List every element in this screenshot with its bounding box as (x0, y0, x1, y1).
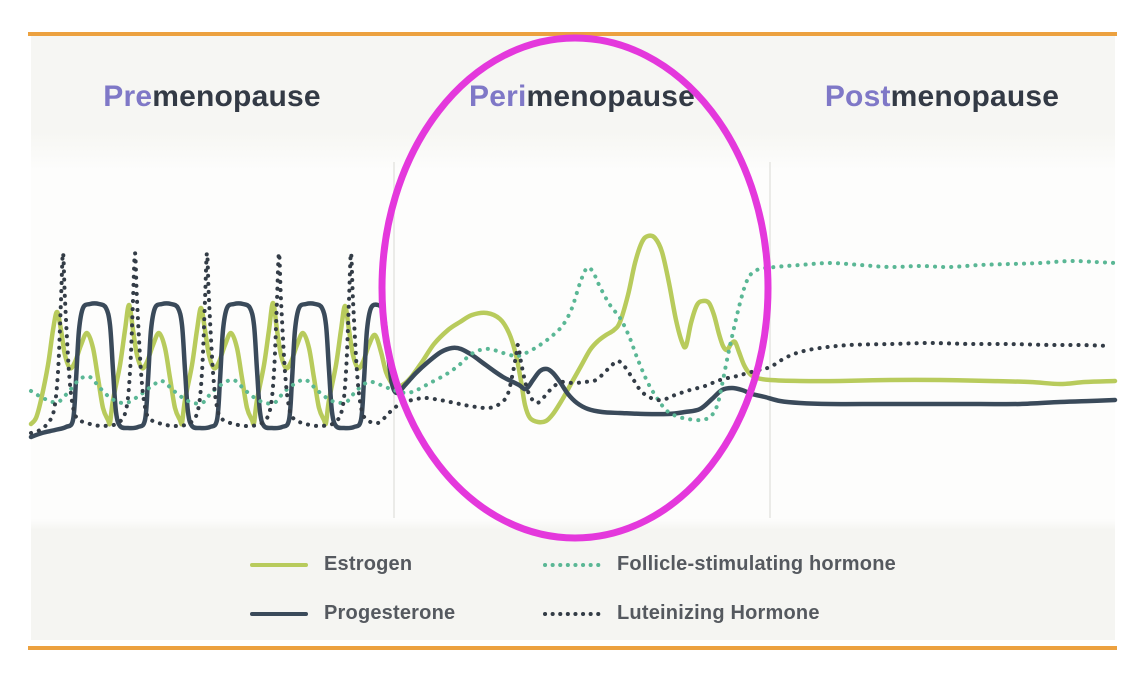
stage-title-prefix: Pre (103, 80, 153, 113)
stage-title-rest: menopause (152, 80, 321, 113)
stage-title-perimenopause: Perimenopause (469, 80, 695, 114)
legend-item-lh: Luteinizing Hormone (543, 602, 820, 625)
legend-item-progesterone: Progesterone (250, 602, 455, 625)
stage-title-postmenopause: Postmenopause (825, 80, 1059, 114)
bottom-accent-rule (28, 646, 1117, 650)
progesterone-line-swatch-icon (250, 611, 308, 616)
stage-title-premenopause: Premenopause (103, 80, 321, 114)
stage-title-rest: menopause (526, 80, 696, 113)
fsh-dotted-swatch-icon (543, 562, 601, 567)
legend-item-estrogen: Estrogen (250, 553, 412, 576)
lh-dotted-swatch-icon (543, 611, 601, 616)
estrogen-line-swatch-icon (250, 562, 308, 567)
legend-label-estrogen: Estrogen (324, 553, 413, 575)
stage-title-prefix: Peri (468, 80, 527, 113)
top-accent-rule (28, 32, 1117, 36)
legend-label-fsh: Follicle-stimulating hormone (617, 553, 896, 575)
legend-label-lh: Luteinizing Hormone (617, 602, 820, 624)
stage-title-rest: menopause (890, 80, 1060, 113)
legend-label-progesterone: Progesterone (324, 602, 456, 624)
legend-item-fsh: Follicle-stimulating hormone (543, 553, 896, 576)
stage-title-prefix: Post (824, 80, 891, 113)
